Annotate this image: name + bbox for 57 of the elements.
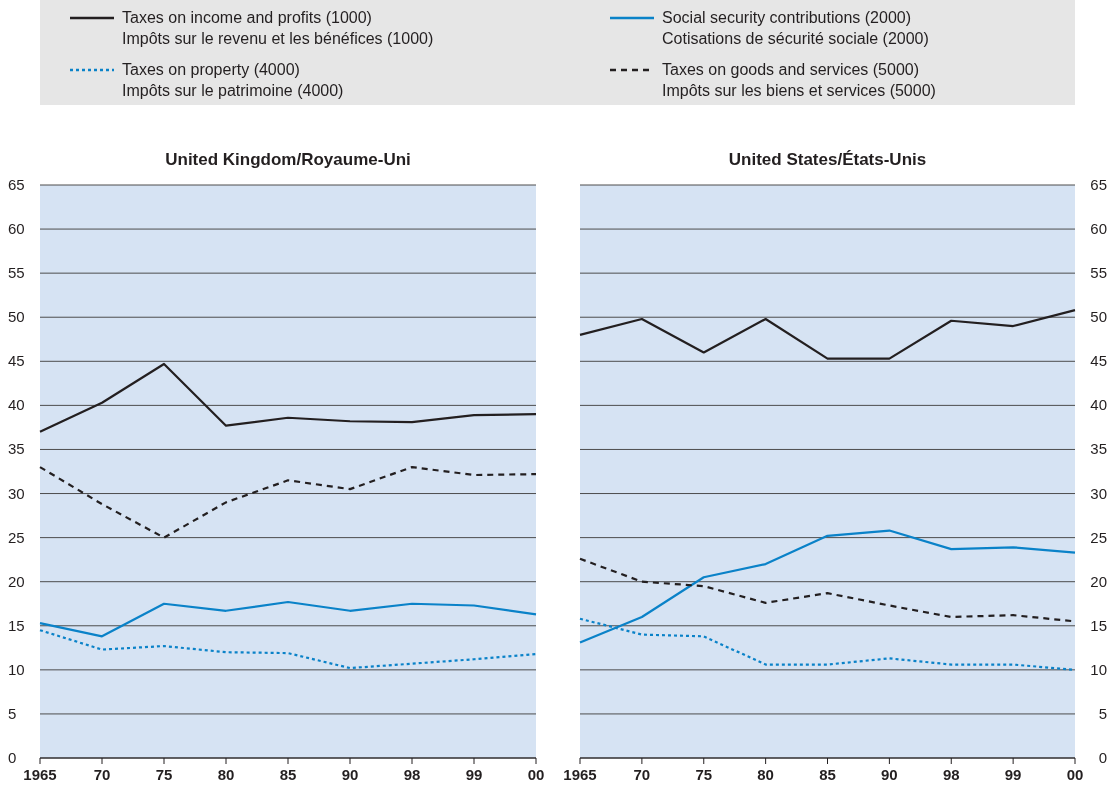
legend-label: Taxes on goods and services (5000) Impôts sur les biens et services (5000)	[662, 61, 936, 99]
x-tick-label: 00	[527, 766, 545, 783]
x-tick-label: 70	[93, 766, 111, 783]
y-tick-label: 25	[8, 528, 25, 546]
y-tick-label: 45	[8, 352, 25, 370]
chart-title: United Kingdom/Royaume-Uni	[165, 150, 411, 169]
line-series	[38, 465, 538, 539]
y-tick-label: 20	[8, 572, 25, 590]
x-tick-label: 85	[279, 766, 297, 783]
y-tick-label: 10	[1090, 660, 1107, 678]
x-tick-label: 80	[217, 766, 235, 783]
legend-label: Social security contributions (2000) Cotisations de sécurité sociale (2000)	[662, 9, 929, 47]
y-tick-label: 0	[8, 749, 17, 766]
y-tick-label: 30	[8, 484, 25, 502]
y-tick-label: 30	[1090, 484, 1107, 502]
y-tick-label: 15	[1090, 616, 1107, 634]
x-tick-label: 80	[757, 766, 774, 783]
line-series	[38, 362, 538, 433]
y-tick-label: 25	[1090, 528, 1107, 546]
y-tick-label: 0	[1098, 749, 1107, 766]
y-tick-label: 55	[1090, 264, 1107, 282]
x-tick-label: 00	[1066, 766, 1084, 783]
y-tick-label: 45	[1090, 352, 1107, 370]
legend-label: Taxes on income and profits (1000) Impôts sur le revenu et les bénéfices (1000)	[122, 9, 434, 47]
x-tick-label: 70	[633, 766, 651, 783]
y-tick-label: 35	[1090, 440, 1107, 458]
y-tick-label: 15	[8, 616, 25, 634]
x-tick-label: 98	[403, 766, 421, 783]
x-tick-label: 75	[695, 766, 713, 783]
y-tick-label: 60	[1090, 220, 1107, 238]
x-tick-label: 98	[942, 766, 960, 783]
chart-title: United States/États-Unis	[728, 150, 927, 169]
line-series	[38, 629, 538, 670]
y-tick-label: 40	[8, 396, 25, 414]
x-tick-label: 1965	[23, 766, 57, 783]
x-tick-label: 85	[819, 766, 836, 783]
x-tick-label: 99	[465, 766, 483, 783]
y-tick-label: 40	[1090, 396, 1107, 414]
y-tick-label: 65	[1090, 176, 1107, 193]
y-tick-label: 10	[8, 660, 25, 678]
x-tick-label: 75	[155, 766, 173, 783]
y-tick-label: 20	[1090, 572, 1107, 590]
y-tick-label: 5	[1098, 704, 1107, 722]
x-tick-label: 90	[881, 766, 898, 783]
x-tick-label: 90	[341, 766, 359, 783]
line-series	[578, 309, 1077, 360]
y-tick-label: 50	[1090, 308, 1107, 326]
y-tick-label: 55	[8, 264, 25, 282]
y-tick-label: 5	[8, 704, 17, 722]
y-tick-label: 60	[8, 220, 25, 238]
x-tick-label: 99	[1004, 766, 1022, 783]
line-series	[38, 600, 538, 638]
legend-label: Taxes on property (4000) Impôts sur le patrimoine (4000)	[122, 61, 344, 99]
y-tick-label: 50	[8, 308, 25, 326]
x-tick-label: 1965	[563, 766, 597, 783]
y-tick-label: 65	[8, 176, 25, 193]
y-tick-label: 35	[8, 440, 25, 458]
